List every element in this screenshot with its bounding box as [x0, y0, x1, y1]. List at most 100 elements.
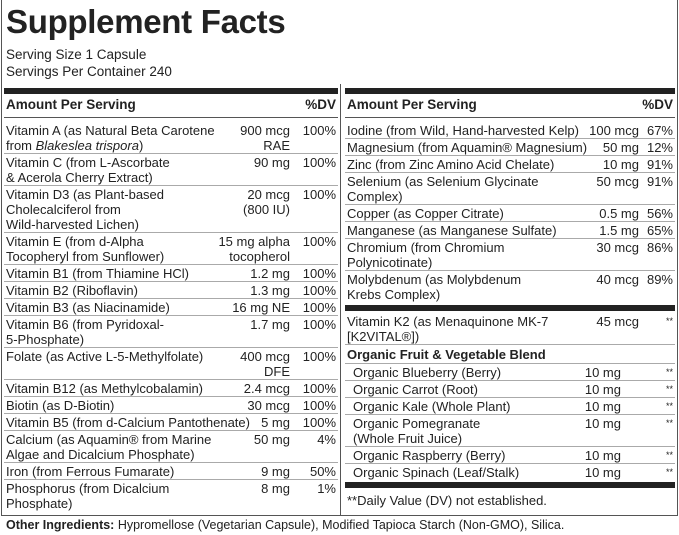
- nutrient-amount: 45 mcg: [596, 314, 639, 329]
- nutrient-dv: 1%: [317, 481, 336, 496]
- nutrient-row: Selenium (as Selenium Glycinate Complex)…: [345, 173, 675, 205]
- nutrient-row: Vitamin C (from L-Ascorbate & Acerola Ch…: [4, 154, 338, 186]
- nutrient-name: Folate (as Active L-5-Methylfolate): [6, 349, 204, 364]
- nutrient-row: Vitamin B1 (from Thiamine HCl) 1.2 mg 100%: [4, 265, 338, 282]
- nutrient-row: Organic Raspberry (Berry) 10 mg **: [345, 447, 675, 464]
- right-nutrient-table: Amount Per Serving %DV Iodine (from Wild…: [345, 88, 675, 513]
- table-header: Amount Per Serving %DV: [345, 94, 675, 118]
- left-rows: Vitamin A (as Natural Beta Carotene from…: [4, 122, 338, 511]
- column-divider: [340, 84, 341, 516]
- nutrient-row: Magnesium (from Aquamin® Magnesium) 50 mg…: [345, 139, 675, 156]
- dv-header: %DV: [642, 97, 673, 112]
- nutrient-name: Vitamin B3 (as Niacinamide): [6, 300, 170, 315]
- nutrient-row: Vitamin A (as Natural Beta Carotene from…: [4, 122, 338, 154]
- nutrient-name: Manganese (as Manganese Sulfate): [347, 223, 557, 238]
- nutrient-dv: 100%: [302, 123, 336, 138]
- nutrient-dv: 56%: [646, 206, 673, 221]
- nutrient-row: Vitamin B3 (as Niacinamide) 16 mg NE 100%: [4, 299, 338, 316]
- nutrient-amount: 50 mcg: [596, 174, 639, 189]
- nutrient-amount: 900 mcg RAE: [240, 123, 290, 153]
- nutrient-amount: 1.7 mg: [250, 317, 290, 332]
- nutrient-row: Organic Carrot (Root) 10 mg **: [345, 381, 675, 398]
- nutrient-amount: 400 mcg DFE: [240, 349, 290, 379]
- nutrient-row: Biotin (as D-Biotin) 30 mcg 100%: [4, 397, 338, 414]
- other-ingredients-text: Hypromellose (Vegetarian Capsule), Modif…: [114, 518, 565, 532]
- nutrient-amount: 30 mcg: [596, 240, 639, 255]
- nutrient-dv: 89%: [646, 272, 673, 287]
- nutrient-name: Phosphorus (from Dicalcium Phosphate): [6, 481, 170, 511]
- nutrient-amount: 5 mg: [261, 415, 290, 430]
- nutrient-row: Phosphorus (from Dicalcium Phosphate) 8 m…: [4, 480, 338, 511]
- nutrient-dv: **: [665, 316, 673, 326]
- nutrient-dv: 100%: [302, 234, 336, 249]
- nutrient-row: Vitamin E (from d-Alpha Tocopheryl from …: [4, 233, 338, 265]
- nutrient-row: Vitamin D3 (as Plant-based Cholecalcifer…: [4, 186, 338, 233]
- nutrient-amount: 1.2 mg: [250, 266, 290, 281]
- nutrient-amount: 100 mcg: [589, 123, 639, 138]
- nutrient-name: Molybdenum (as Molybdenum Krebs Complex): [347, 272, 522, 302]
- serving-size: Serving Size 1 Capsule: [6, 47, 147, 62]
- nutrient-amount: 10 mg: [584, 416, 621, 431]
- nutrient-dv: **: [665, 401, 673, 411]
- right-rows: Iodine (from Wild, Hand-harvested Kelp) 1…: [345, 122, 675, 302]
- nutrient-amount: 40 mcg: [596, 272, 639, 287]
- nutrient-amount: 10 mg: [584, 448, 621, 463]
- nutrient-name: Vitamin B12 (as Methylcobalamin): [6, 381, 204, 396]
- nutrient-row: Iron (from Ferrous Fumarate) 9 mg 50%: [4, 463, 338, 480]
- spacer: [621, 448, 639, 463]
- label-border: [1, 0, 678, 516]
- nutrient-row: Calcium (as Aquamin® from Marine Algae a…: [4, 431, 338, 463]
- nutrient-name: Calcium (as Aquamin® from Marine Algae a…: [6, 432, 212, 462]
- nutrient-name: Organic Kale (Whole Plant): [353, 399, 511, 414]
- nutrient-amount: 10 mg: [584, 465, 621, 480]
- nutrient-row: Vitamin B5 (from d-Calcium Pantothenate)…: [4, 414, 338, 431]
- nutrient-dv: 100%: [302, 398, 336, 413]
- nutrient-dv: 100%: [302, 349, 336, 364]
- nutrient-dv: 12%: [646, 140, 673, 155]
- label-title: Supplement Facts: [6, 3, 286, 40]
- other-ingredients-label: Other Ingredients:: [6, 518, 115, 532]
- nutrient-name: Vitamin C (from L-Ascorbate & Acerola Ch…: [6, 155, 170, 185]
- nutrient-name: Magnesium (from Aquamin® Magnesium): [347, 140, 588, 155]
- blend-rows: Organic Blueberry (Berry) 10 mg ** Organic …: [345, 364, 675, 480]
- nutrient-dv: 100%: [302, 266, 336, 281]
- nutrient-amount: 10 mg: [602, 157, 639, 172]
- nutrient-amount: 1.5 mg: [599, 223, 639, 238]
- nutrient-name: Organic Blueberry (Berry): [353, 365, 502, 380]
- nutrient-row: Manganese (as Manganese Sulfate) 1.5 mg 65…: [345, 222, 675, 239]
- amount-header: Amount Per Serving: [6, 97, 136, 112]
- nutrient-name-end: ): [138, 138, 144, 153]
- nutrient-row: Vitamin B2 (Riboflavin) 1.3 mg 100%: [4, 282, 338, 299]
- nutrient-name: Vitamin D3 (as Plant-based Cholecalcifer…: [6, 187, 165, 232]
- nutrient-name: Selenium (as Selenium Glycinate Complex): [347, 174, 539, 204]
- nutrient-name: Vitamin B5 (from d-Calcium Pantothenate): [6, 415, 250, 430]
- nutrient-amount: 10 mg: [584, 399, 621, 414]
- nutrient-amount: 8 mg: [261, 481, 290, 496]
- thick-rule: [345, 482, 675, 488]
- nutrient-name: Organic Pomegranate (Whole Fruit Juice): [353, 416, 481, 446]
- servings-per-container: Servings Per Container 240: [6, 64, 172, 79]
- nutrient-row: Vitamin B6 (from Pyridoxal- 5-Phosphate)…: [4, 316, 338, 348]
- nutrient-dv: 100%: [302, 300, 336, 315]
- nutrient-name: Organic Spinach (Leaf/Stalk): [353, 465, 520, 480]
- left-nutrient-table: Amount Per Serving %DV Vitamin A (as Nat…: [4, 88, 338, 511]
- nutrient-name: Vitamin A (as Natural Beta Carotene from…: [6, 123, 234, 153]
- nutrient-row: Molybdenum (as Molybdenum Krebs Complex)…: [345, 271, 675, 302]
- nutrient-amount: 20 mcg (800 IU): [243, 187, 290, 217]
- nutrient-name: Vitamin E (from d-Alpha Tocopheryl from …: [6, 234, 165, 264]
- nutrient-dv: **: [665, 384, 673, 394]
- nutrient-name: Zinc (from Zinc Amino Acid Chelate): [347, 157, 555, 172]
- nutrient-row: Copper (as Copper Citrate) 0.5 mg 56%: [345, 205, 675, 222]
- nutrient-row: Chromium (from Chromium Polynicotinate) 3…: [345, 239, 675, 271]
- nutrient-name: Chromium (from Chromium Polynicotinate): [347, 240, 505, 270]
- dv-header: %DV: [305, 97, 336, 112]
- nutrient-amount: 50 mg: [602, 140, 639, 155]
- nutrient-dv: 65%: [646, 223, 673, 238]
- nutrient-amount: 50 mg: [253, 432, 290, 447]
- spacer: [621, 382, 639, 397]
- nutrient-row: Folate (as Active L-5-Methylfolate) 400 m…: [4, 348, 338, 380]
- nutrient-dv: 100%: [302, 317, 336, 332]
- nutrient-name: Copper (as Copper Citrate): [347, 206, 504, 221]
- nutrient-row: Organic Blueberry (Berry) 10 mg **: [345, 364, 675, 381]
- nutrient-name: Vitamin B6 (from Pyridoxal- 5-Phosphate): [6, 317, 164, 347]
